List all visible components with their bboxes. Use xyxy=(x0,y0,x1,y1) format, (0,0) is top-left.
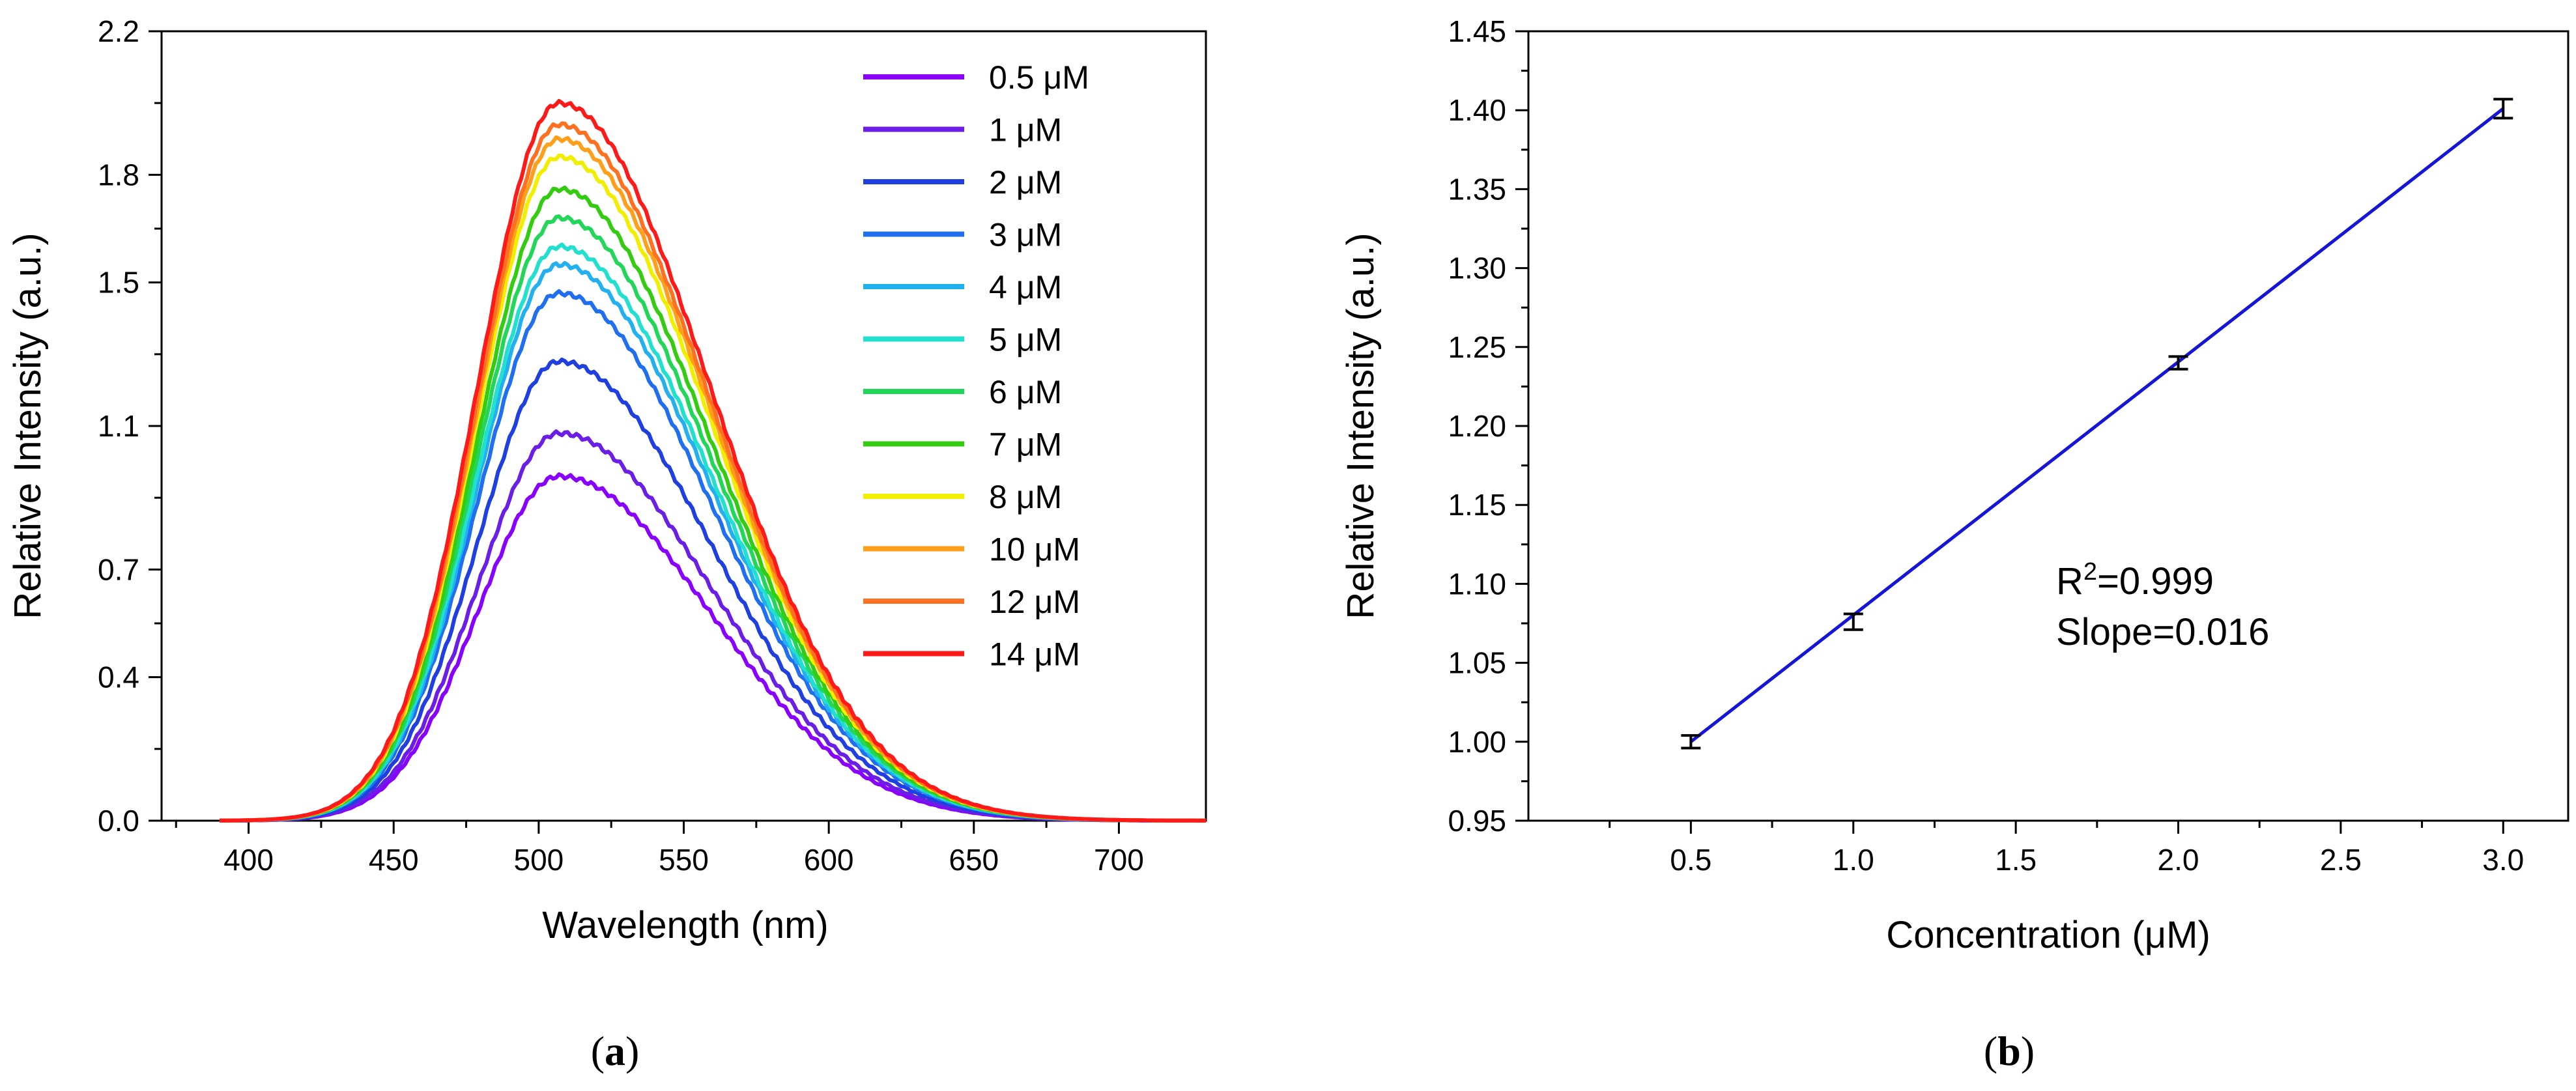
panel-a-x-ticks: 400 450 500 550 600 650 700 xyxy=(175,821,1144,877)
panel-a-legend: 0.5 μM 1 μM 2 μM 3 μM 4 μM 5 μM 6 μM 7 μM 8 μM 10… xyxy=(863,59,1089,673)
panel-b-r-squared: R2=0.999 xyxy=(2056,558,2214,602)
panel-a-x-tick-label: 700 xyxy=(1094,843,1144,877)
panel-b-x-tick-label: 3.0 xyxy=(2482,843,2524,877)
panel-a-legend-entry: 3 μM xyxy=(989,217,1062,253)
panel-a-legend-entry: 14 μM xyxy=(989,636,1080,673)
panel-a-x-tick-label: 450 xyxy=(369,843,419,877)
panel-b-label-close: ) xyxy=(2021,1028,2035,1074)
panel-a-legend-entry: 2 μM xyxy=(989,164,1062,201)
panel-b-data-point xyxy=(1843,612,1863,631)
panel-a-series-line xyxy=(220,99,1206,823)
panel-b-plot-area xyxy=(1681,98,2513,750)
panel-b-fit-line xyxy=(1689,107,2504,743)
panel-a-y-tick-label: 1.8 xyxy=(98,158,139,191)
panel-b-label-letter: b xyxy=(1997,1028,2021,1074)
panel-a-x-tick-label: 400 xyxy=(223,843,274,877)
panel-b-data-point xyxy=(2168,355,2188,371)
panel-a-legend-entry: 1 μM xyxy=(989,112,1062,149)
panel-a-legend-entry: 6 μM xyxy=(989,374,1062,410)
panel-a-series-line xyxy=(220,214,1206,823)
panel-a-y-tick-label: 1.5 xyxy=(98,266,139,300)
panel-a-y-tick-label: 0.0 xyxy=(98,804,139,838)
panel-a-label-close: ) xyxy=(625,1028,639,1074)
panel-a-label: (a) xyxy=(591,1028,640,1074)
panel-a-curves xyxy=(220,99,1206,823)
panel-a-label-letter: a xyxy=(605,1028,625,1074)
panel-a-x-tick-label: 600 xyxy=(804,843,854,877)
panel-a-legend-entry: 5 μM xyxy=(989,322,1062,358)
panel-a-y-tick-label: 2.2 xyxy=(98,14,139,48)
panel-b-r-squared-sup: 2 xyxy=(2083,558,2097,586)
panel-a-y-tick-label: 0.7 xyxy=(98,552,139,586)
panel-a-legend-entry: 7 μM xyxy=(989,427,1062,463)
panel-a-x-tick-label: 550 xyxy=(659,843,709,877)
panel-a-y-tick-label: 0.4 xyxy=(98,660,139,694)
panel-b-data-point xyxy=(1681,734,1701,750)
panel-b-data-point xyxy=(2493,98,2513,120)
panel-b-calibration-chart: 0.5 1.0 1.5 2.0 2.5 3.0 0.95 1.00 1.05 1.10 1.15 1… xyxy=(1339,14,2569,1074)
panel-a-legend-entry: 10 μM xyxy=(989,531,1080,568)
panel-b-y-ticks: 0.95 1.00 1.05 1.10 1.15 1.20 1.25 1.30 1.35 1.40… xyxy=(1448,14,1528,838)
panel-a-legend-entry: 0.5 μM xyxy=(989,59,1089,96)
panel-b-y-tick-label: 1.35 xyxy=(1448,172,1506,206)
panel-a-label-open: ( xyxy=(591,1028,605,1074)
panel-b-y-tick-label: 1.15 xyxy=(1448,488,1506,522)
panel-b-x-tick-label: 1.5 xyxy=(1995,843,2037,877)
panel-b-x-tick-label: 2.0 xyxy=(2158,843,2199,877)
panel-b-y-axis-label: Relative Intensity (a.u.) xyxy=(1339,233,1382,619)
panel-b-y-tick-label: 1.30 xyxy=(1448,251,1506,285)
panel-a-spectra-chart: 400 450 500 550 600 650 700 0.0 0.4 0.7 1.1 1.5 1.8… xyxy=(7,14,1207,1074)
panel-a-y-tick-label: 1.1 xyxy=(98,409,139,443)
panel-b-y-tick-label: 1.45 xyxy=(1448,14,1506,48)
panel-b-y-tick-label: 1.10 xyxy=(1448,567,1506,601)
panel-b-x-tick-label: 1.0 xyxy=(1833,843,1874,877)
panel-a-legend-entry: 8 μM xyxy=(989,479,1062,515)
panel-b-label: (b) xyxy=(1984,1028,2035,1074)
panel-b-r-squared-prefix: R xyxy=(2056,560,2083,602)
panel-b-x-axis-label: Concentration (μM) xyxy=(1886,914,2211,956)
panel-a-x-axis-label: Wavelength (nm) xyxy=(542,904,828,946)
panel-b-x-ticks: 0.5 1.0 1.5 2.0 2.5 3.0 xyxy=(1609,821,2524,877)
panel-b-y-tick-label: 1.00 xyxy=(1448,725,1506,759)
panel-b-r-squared-value: =0.999 xyxy=(2097,560,2214,602)
panel-b-y-tick-label: 1.25 xyxy=(1448,330,1506,364)
panel-b-plot-frame xyxy=(1527,30,2569,822)
panel-b-x-tick-label: 0.5 xyxy=(1670,843,1711,877)
panel-a-legend-entry: 12 μM xyxy=(989,584,1080,620)
panel-b-label-open: ( xyxy=(1984,1028,1997,1074)
panel-b-fit-annotation: R2=0.999 Slope=0.016 xyxy=(2056,558,2269,653)
panel-a-x-tick-label: 650 xyxy=(949,843,999,877)
panel-b-y-tick-label: 1.20 xyxy=(1448,409,1506,443)
panel-b-slope: Slope=0.016 xyxy=(2056,611,2269,653)
panel-a-x-tick-label: 500 xyxy=(513,843,564,877)
panel-b-y-tick-label: 0.95 xyxy=(1448,804,1506,838)
panel-b-y-tick-label: 1.05 xyxy=(1448,646,1506,680)
panel-a-y-ticks: 0.0 0.4 0.7 1.1 1.5 1.8 2.2 xyxy=(98,14,162,838)
panel-b-x-tick-label: 2.5 xyxy=(2320,843,2362,877)
panel-a-y-axis-label: Relative Intensity (a.u.) xyxy=(7,233,49,619)
panel-b-y-tick-label: 1.40 xyxy=(1448,93,1506,127)
panel-a-legend-entry: 4 μM xyxy=(989,269,1062,305)
